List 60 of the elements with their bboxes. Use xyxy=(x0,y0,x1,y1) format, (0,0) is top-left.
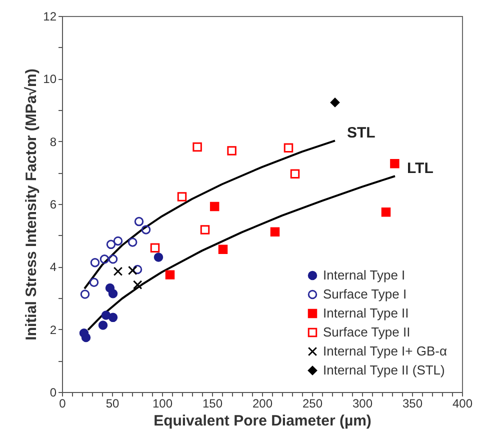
legend-label: Internal Type II xyxy=(323,306,409,320)
y-tick-label: 6 xyxy=(50,198,57,212)
y-tick-label: 0 xyxy=(50,386,57,400)
point xyxy=(141,225,151,234)
y-axis-title: Initial Stress Intensity Factor (MPa√m) xyxy=(23,68,40,340)
x-tick-label: 300 xyxy=(352,396,373,410)
point xyxy=(100,254,110,264)
point xyxy=(210,202,220,212)
point xyxy=(108,289,118,298)
point xyxy=(108,312,118,322)
point xyxy=(98,320,108,330)
point xyxy=(128,266,138,276)
point xyxy=(101,310,111,320)
legend-label: Surface Type I xyxy=(323,286,407,302)
point xyxy=(381,208,391,217)
point xyxy=(80,290,90,299)
legend-label: Surface Type II xyxy=(323,324,410,340)
point xyxy=(108,254,118,264)
x-tick-label: 150 xyxy=(202,396,223,410)
legend-label: Internal Type I+ GB-α xyxy=(323,344,448,358)
point xyxy=(218,244,228,254)
point xyxy=(106,240,116,250)
x-tick-label: 50 xyxy=(106,396,120,410)
point xyxy=(113,266,123,276)
point xyxy=(165,270,175,280)
point xyxy=(89,278,99,287)
point xyxy=(200,225,210,234)
x-tick-label: 350 xyxy=(402,396,423,410)
point xyxy=(177,192,187,202)
legend-label: Internal Type II (STL) xyxy=(323,362,445,378)
point xyxy=(290,169,300,179)
point xyxy=(150,243,160,252)
x-tick-label: 0 xyxy=(59,396,66,410)
point xyxy=(132,264,142,274)
point xyxy=(192,142,202,152)
x-tick-label: 100 xyxy=(152,396,173,410)
y-tick-label: 12 xyxy=(43,10,57,24)
point xyxy=(113,236,123,246)
point xyxy=(284,143,294,153)
series-label: STL xyxy=(347,124,376,142)
point xyxy=(390,158,400,168)
x-tick-label: 200 xyxy=(252,396,273,410)
point xyxy=(128,238,138,247)
x-tick-label: 400 xyxy=(452,396,473,410)
y-tick-label: 10 xyxy=(43,72,57,86)
y-tick-label: 2 xyxy=(50,322,57,337)
series-label: LTL xyxy=(407,160,434,178)
point xyxy=(227,146,236,156)
point xyxy=(154,252,164,262)
point xyxy=(81,332,91,342)
legend-label: Internal Type I xyxy=(323,268,406,282)
y-tick-label: 8 xyxy=(50,134,57,149)
point xyxy=(330,98,340,108)
point xyxy=(132,280,142,290)
point xyxy=(90,258,100,268)
point xyxy=(270,227,280,237)
x-tick-label: 250 xyxy=(302,396,323,410)
y-tick-label: 4 xyxy=(50,260,57,274)
x-axis-title: Equivalent Pore Diameter (µm) xyxy=(154,412,372,430)
point xyxy=(134,216,144,226)
